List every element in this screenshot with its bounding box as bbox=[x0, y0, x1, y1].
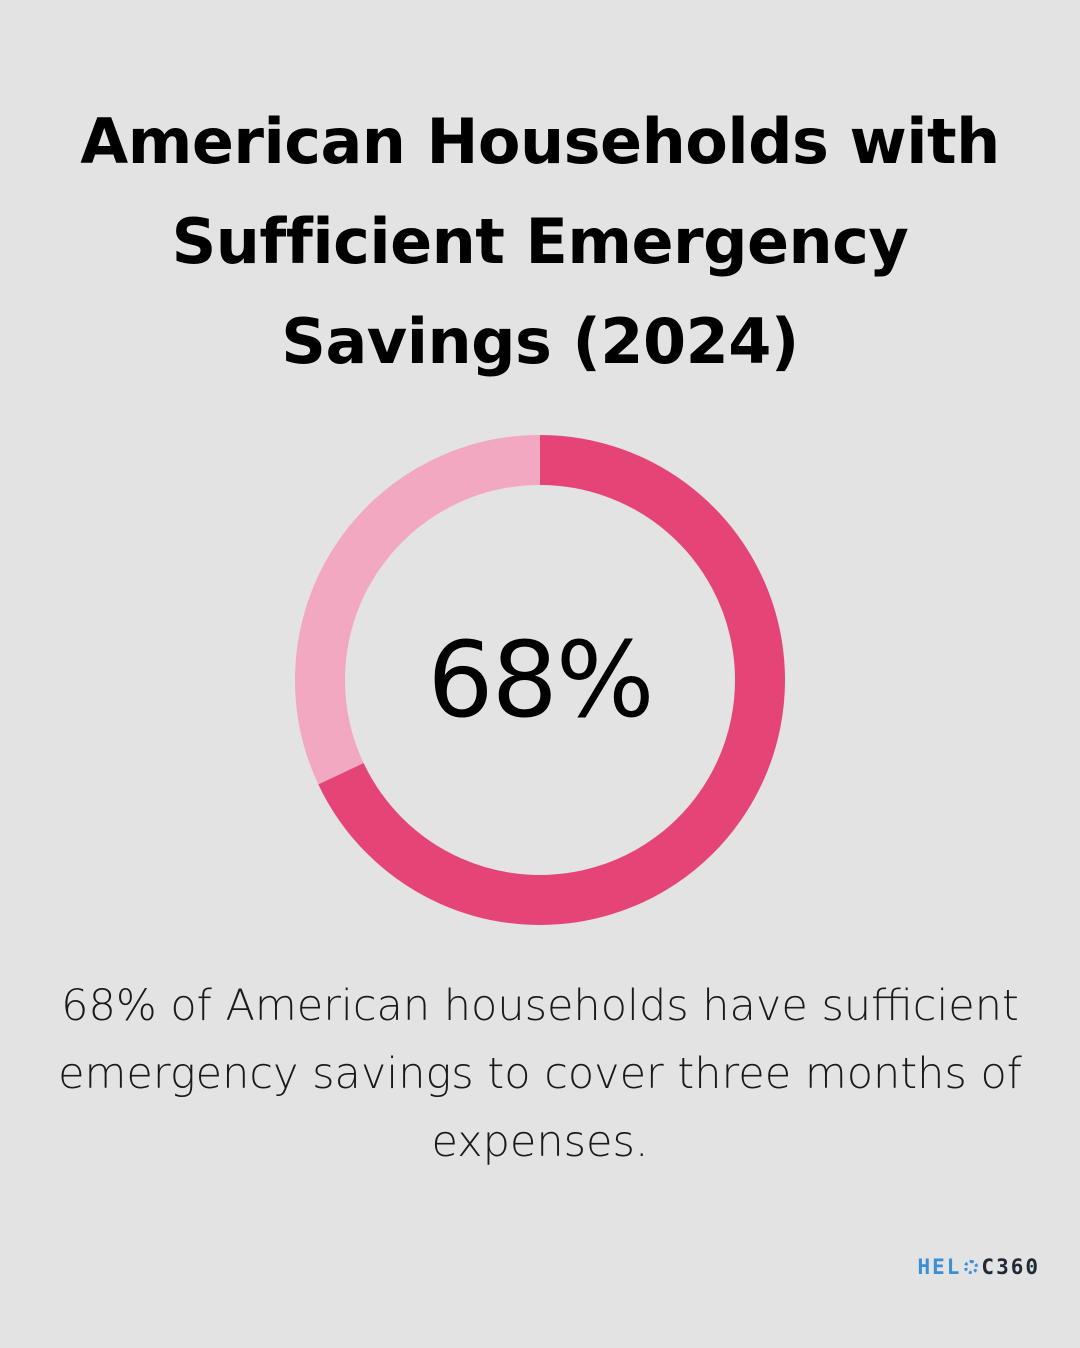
brand-logo: HEL C360 bbox=[917, 1254, 1040, 1280]
logo-text-a: HEL bbox=[917, 1255, 962, 1279]
logo-ring-icon bbox=[964, 1260, 979, 1274]
center-percentage-label: 68% bbox=[427, 619, 654, 741]
donut-svg bbox=[295, 435, 785, 925]
donut-slice-0 bbox=[318, 435, 785, 925]
donut-chart bbox=[290, 430, 790, 930]
logo-text-b: C360 bbox=[981, 1255, 1040, 1279]
donut-slice-1 bbox=[295, 435, 541, 785]
chart-title: American Households with Sufficient Emer… bbox=[80, 105, 1000, 378]
description-text: 68% of American households have sufficie… bbox=[58, 981, 1022, 1167]
